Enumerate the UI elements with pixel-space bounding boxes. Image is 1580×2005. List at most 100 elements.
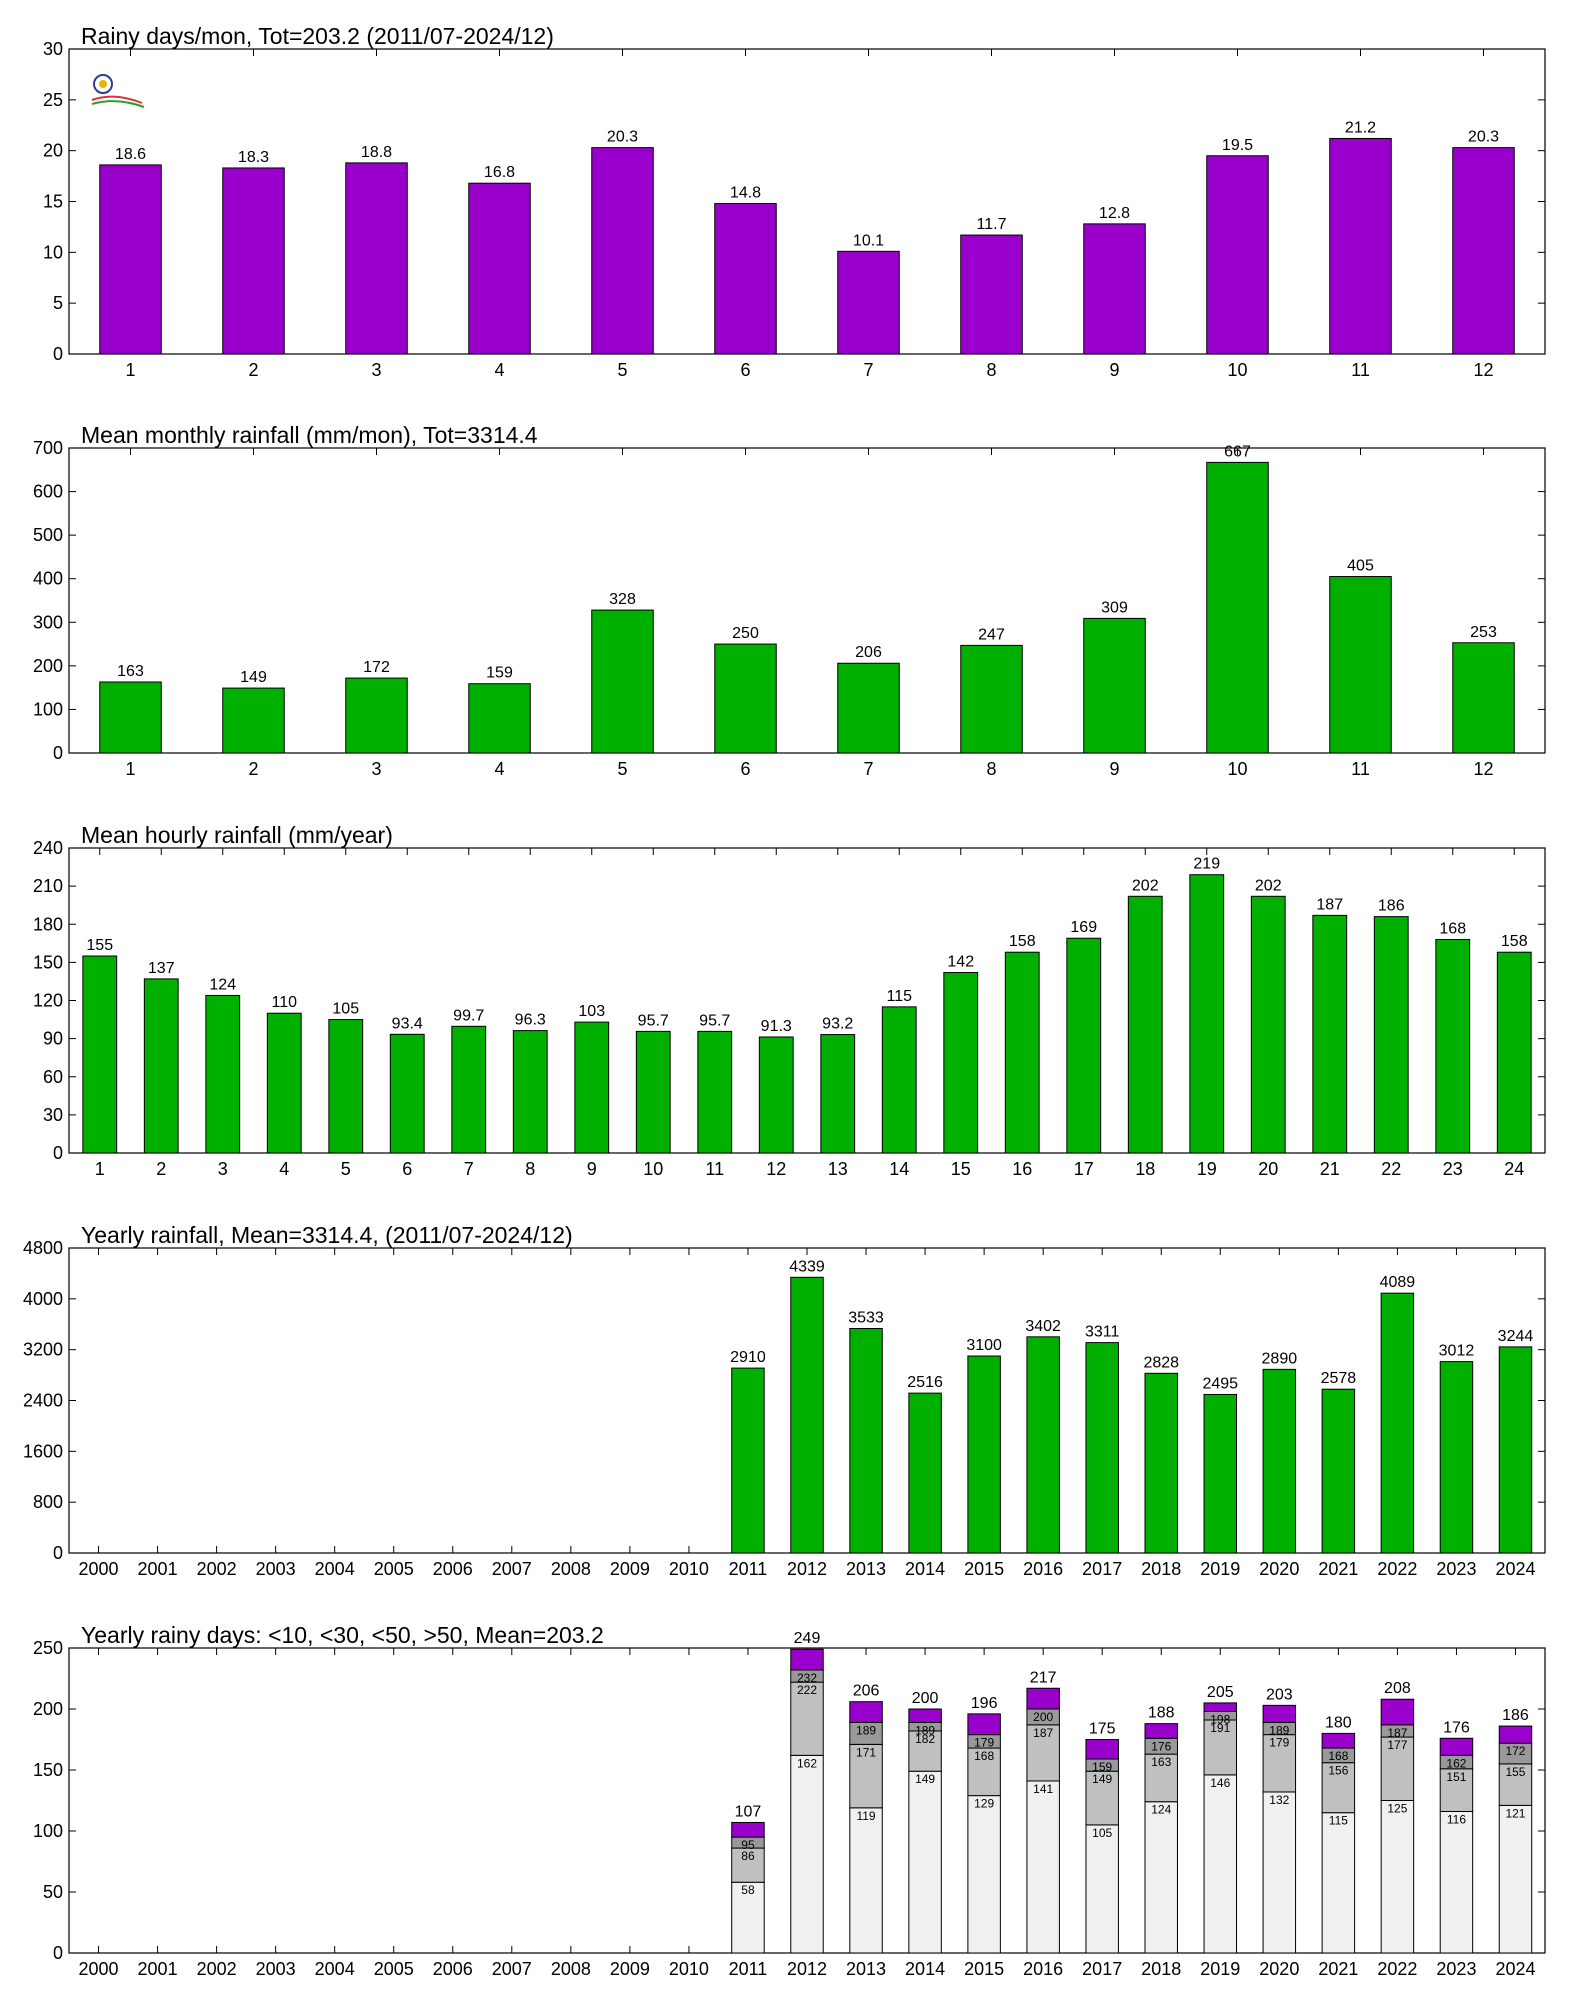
bar-value-label: 95.7 xyxy=(638,1012,669,1029)
x-tick-label: 17 xyxy=(1074,1159,1094,1179)
y-tick-label: 240 xyxy=(33,838,63,858)
chart-panel-5: Yearly rainy days: <10, <30, <50, >50, M… xyxy=(33,1622,1546,1979)
stack-segment-lt30 xyxy=(1321,1762,1356,1814)
x-tick-label: 2012 xyxy=(787,1959,827,1979)
bar-value-label: 3100 xyxy=(966,1337,1002,1354)
bar xyxy=(328,1019,364,1154)
bar-value-label: 168 xyxy=(1439,921,1466,938)
segment-value-label: 95 xyxy=(741,1838,755,1852)
x-tick-label: 2015 xyxy=(964,1559,1004,1579)
segment-value-label: 58 xyxy=(741,1883,755,1897)
bar-value-label: 18.3 xyxy=(238,149,269,166)
plot-frame xyxy=(68,48,1546,355)
total-value-label: 217 xyxy=(1030,1669,1057,1686)
bar xyxy=(1144,1372,1178,1554)
x-tick-label: 2010 xyxy=(669,1959,709,1979)
bar-value-label: 163 xyxy=(117,663,144,680)
bar xyxy=(881,1006,917,1154)
bar-value-label: 309 xyxy=(1101,599,1128,616)
y-tick-label: 0 xyxy=(53,1143,63,1163)
total-value-label: 175 xyxy=(1089,1721,1116,1738)
bar xyxy=(849,1328,883,1554)
bar xyxy=(967,1355,1001,1554)
bar-value-label: 115 xyxy=(886,988,912,1005)
segment-value-label: 121 xyxy=(1505,1806,1525,1820)
segment-value-label: 151 xyxy=(1446,1770,1466,1784)
bar-value-label: 96.3 xyxy=(515,1012,546,1029)
y-tick-label: 210 xyxy=(33,876,63,896)
y-tick-label: 60 xyxy=(43,1067,63,1087)
x-tick-label: 6 xyxy=(740,759,750,779)
segment-value-label: 105 xyxy=(1092,1826,1112,1840)
segment-value-label: 149 xyxy=(1092,1772,1112,1786)
segment-value-label: 191 xyxy=(1210,1721,1230,1735)
segment-value-label: 177 xyxy=(1387,1738,1407,1752)
bar xyxy=(1452,147,1515,355)
bar xyxy=(1435,939,1471,1154)
total-value-label: 180 xyxy=(1325,1714,1352,1731)
y-tick-label: 120 xyxy=(33,991,63,1011)
bar xyxy=(222,687,285,754)
total-value-label: 107 xyxy=(735,1803,762,1820)
segment-value-label: 86 xyxy=(741,1849,755,1863)
bar xyxy=(591,147,654,355)
bar xyxy=(345,162,408,355)
bar-value-label: 155 xyxy=(86,937,113,954)
x-tick-label: 10 xyxy=(643,1159,663,1179)
bar xyxy=(451,1025,487,1154)
x-tick-label: 6 xyxy=(740,360,750,380)
y-tick-label: 4000 xyxy=(23,1289,63,1309)
y-tick-label: 10 xyxy=(43,242,63,262)
segment-value-label: 189 xyxy=(915,1723,935,1737)
x-tick-label: 7 xyxy=(863,759,873,779)
bar-value-label: 3311 xyxy=(1085,1324,1120,1341)
bar xyxy=(837,250,900,355)
bar xyxy=(389,1033,425,1154)
bar-value-label: 124 xyxy=(209,976,236,993)
x-tick-label: 9 xyxy=(587,1159,597,1179)
x-tick-label: 2001 xyxy=(138,1559,178,1579)
segment-value-label: 187 xyxy=(1387,1726,1407,1740)
x-tick-label: 9 xyxy=(1109,360,1119,380)
bar-value-label: 137 xyxy=(148,960,175,977)
x-tick-label: 12 xyxy=(1473,360,1493,380)
y-tick-label: 25 xyxy=(43,90,63,110)
bar xyxy=(1250,895,1286,1154)
segment-value-label: 149 xyxy=(915,1772,935,1786)
x-tick-label: 2016 xyxy=(1023,1959,1063,1979)
chart-title: Mean hourly rainfall (mm/year) xyxy=(81,822,393,848)
x-tick-label: 2 xyxy=(156,1159,166,1179)
bar-value-label: 103 xyxy=(578,1003,605,1020)
bar-value-label: 20.3 xyxy=(607,129,638,146)
bar xyxy=(512,1030,548,1154)
y-tick-label: 150 xyxy=(33,952,63,972)
bar xyxy=(591,609,654,754)
stack-segment-total xyxy=(1321,1732,1356,1749)
segment-value-label: 162 xyxy=(797,1756,817,1770)
bar-value-label: 18.6 xyxy=(115,146,146,163)
total-value-label: 176 xyxy=(1443,1719,1470,1736)
bar-value-label: 91.3 xyxy=(761,1018,792,1035)
y-tick-label: 200 xyxy=(33,1699,63,1719)
chart-panel-3: Mean hourly rainfall (mm/year)0306090120… xyxy=(33,822,1546,1179)
bar-value-label: 20.3 xyxy=(1468,129,1499,146)
bar-value-label: 93.4 xyxy=(392,1015,423,1032)
bar xyxy=(205,994,241,1154)
bar-value-label: 2578 xyxy=(1321,1370,1357,1387)
bar xyxy=(143,978,179,1154)
bar xyxy=(635,1030,671,1154)
x-tick-label: 2016 xyxy=(1023,1559,1063,1579)
segment-value-label: 124 xyxy=(1151,1803,1171,1817)
bar-value-label: 158 xyxy=(1009,933,1036,950)
bar-value-label: 14.8 xyxy=(730,185,761,202)
x-tick-label: 14 xyxy=(889,1159,909,1179)
x-tick-label: 2015 xyxy=(964,1959,1004,1979)
segment-value-label: 200 xyxy=(1033,1710,1053,1724)
bar-value-label: 2495 xyxy=(1202,1375,1238,1392)
bar xyxy=(266,1012,302,1154)
stack-segment-total xyxy=(849,1701,883,1723)
y-tick-label: 50 xyxy=(43,1882,63,1902)
bar-value-label: 187 xyxy=(1316,896,1343,913)
x-tick-label: 23 xyxy=(1443,1159,1463,1179)
